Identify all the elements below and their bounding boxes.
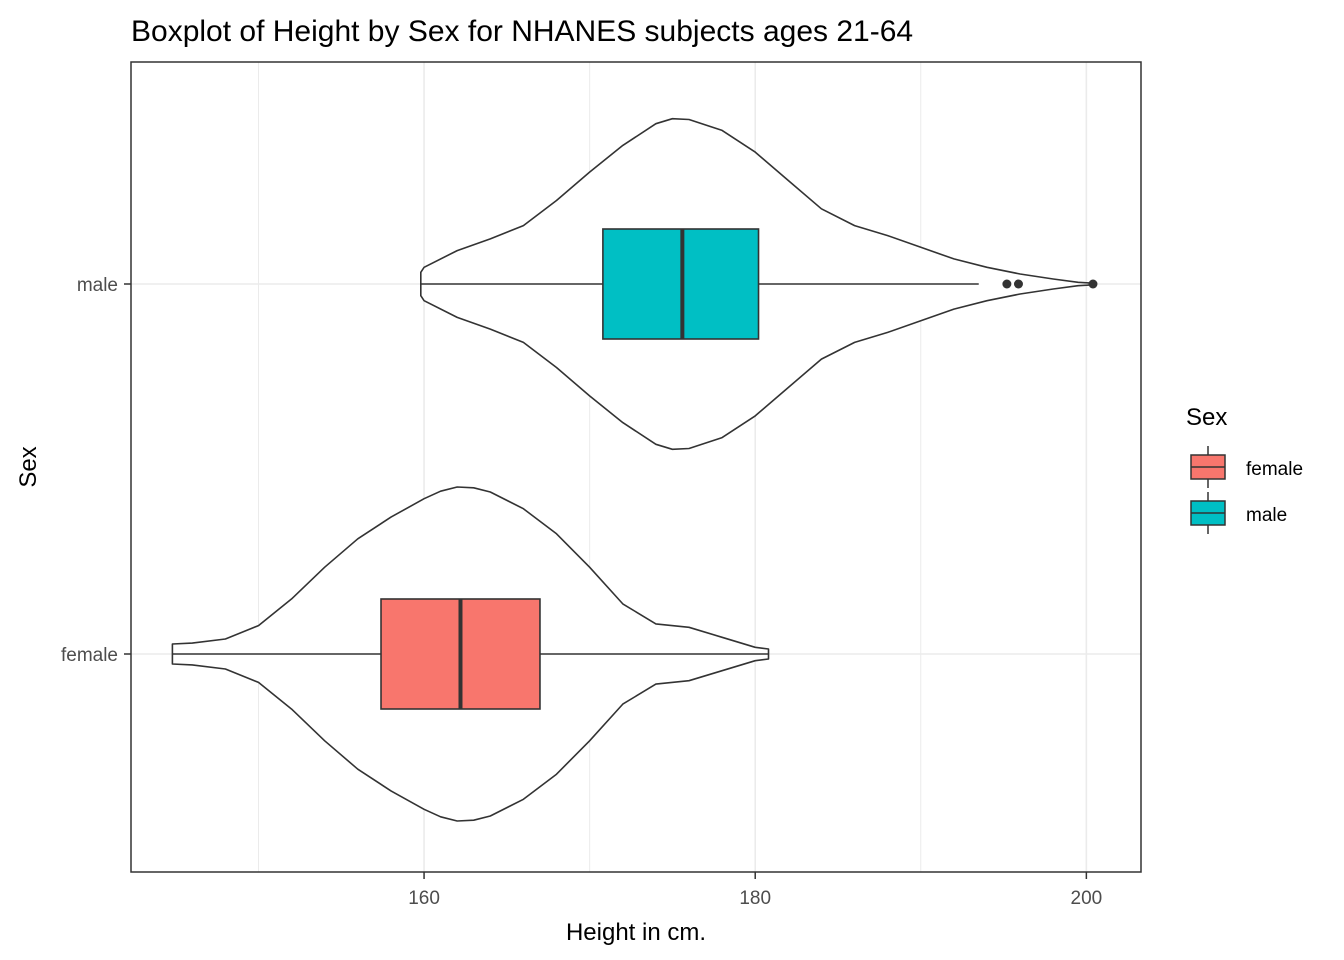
y-tick-label: male [77, 275, 118, 296]
boxplots [172, 228, 1098, 710]
grid-lines [131, 62, 1141, 872]
y-axis-ticks: female male [61, 275, 131, 666]
x-axis-ticks: 160 180 200 [408, 872, 1102, 909]
legend-keys: female male [1190, 446, 1303, 534]
panel-border [130, 61, 1142, 873]
y-axis-title: Sex [15, 446, 42, 487]
boxplot-male [420, 228, 1098, 340]
legend-key-female: female [1190, 446, 1303, 488]
boxplot-female [172, 598, 769, 710]
legend-label: male [1246, 505, 1287, 526]
plot-panel [130, 61, 1142, 873]
x-tick-label: 200 [1071, 888, 1103, 909]
outlier-point [1088, 279, 1098, 289]
x-tick-label: 160 [408, 888, 440, 909]
outlier-point [1013, 279, 1023, 289]
legend-label: female [1246, 459, 1303, 480]
x-tick-label: 180 [739, 888, 771, 909]
outlier-point [1002, 279, 1012, 289]
chart-title: Boxplot of Height by Sex for NHANES subj… [131, 15, 913, 48]
legend-title: Sex [1186, 404, 1227, 431]
x-axis-title: Height in cm. [566, 919, 706, 946]
legend: Sex female male [1186, 404, 1303, 534]
legend-key-male: male [1190, 492, 1287, 534]
y-tick-label: female [61, 645, 118, 666]
